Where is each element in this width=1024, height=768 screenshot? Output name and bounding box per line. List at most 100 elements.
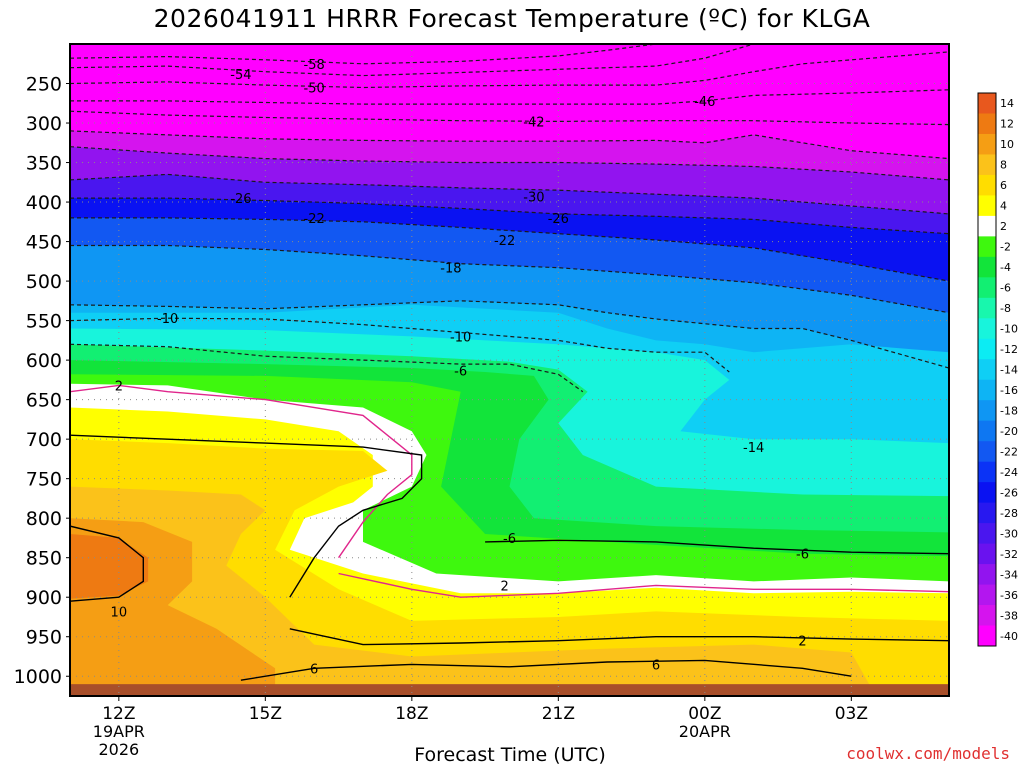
colorbar-swatch (978, 359, 996, 381)
colorbar-label: -26 (1000, 486, 1018, 499)
temperature-bands (70, 130, 949, 696)
isotherm-label: -42 (523, 115, 544, 130)
y-tick-label: 700 (26, 429, 62, 451)
isotherm-label: 6 (310, 662, 318, 677)
isotherm-label: -54 (230, 68, 251, 83)
isotherm-line (70, 44, 657, 65)
grid-lines (70, 44, 949, 696)
colorbar: 14 12 10 8 6 4 2 -2 -4 -6 -8 -10 -12 -14 -16 -18 -20 -22 -… (977, 92, 1018, 647)
colorbar-label: 10 (1000, 138, 1014, 151)
colorbar-swatch (978, 277, 996, 299)
isotherm-label: -22 (304, 212, 325, 227)
colorbar-label: -34 (1000, 568, 1018, 581)
y-tick-label: 850 (26, 548, 62, 570)
band-orange1 (70, 486, 876, 696)
colorbar-frame (977, 92, 997, 647)
colorbar-swatch (978, 584, 996, 606)
y-tick-label: 600 (26, 350, 62, 372)
isotherm-line (289, 628, 949, 646)
isotherm-line (70, 434, 423, 598)
colorbar-swatch (978, 482, 996, 504)
colorbar-swatch (978, 195, 996, 217)
isotherm-label: -10 (157, 312, 178, 327)
colorbar-swatch (978, 256, 996, 278)
plot-frame (69, 43, 950, 697)
isotherm-label: -26 (548, 212, 569, 227)
colorbar-label: 14 (1000, 97, 1014, 110)
y-tick-label: 450 (26, 232, 62, 254)
isotherm-label: -14 (743, 441, 764, 456)
isotherm-line (70, 317, 730, 373)
isotherm-label: 6 (652, 658, 660, 673)
colorbar-label: -2 (1000, 241, 1011, 254)
isotherm-label: -30 (523, 191, 544, 206)
colorbar-swatch (978, 564, 996, 586)
colorbar-swatch (978, 379, 996, 401)
colorbar-swatch (978, 338, 996, 360)
colorbar-swatch (978, 154, 996, 176)
y-tick-label: 750 (26, 469, 62, 491)
colorbar-swatch (978, 420, 996, 442)
y-tick-label: 800 (26, 508, 62, 530)
isotherm-lines (70, 44, 949, 681)
isotherm-label: -22 (494, 234, 515, 249)
colorbar-swatch (978, 297, 996, 319)
chart-title: 2026041911 HRRR Forecast Temperature (ºC… (153, 4, 871, 33)
colorbar-swatch (978, 236, 996, 258)
y-tick-label: 250 (26, 74, 62, 96)
y-tick-label: 500 (26, 271, 62, 293)
colorbar-swatch (978, 318, 996, 340)
colorbar-label: -22 (1000, 445, 1018, 458)
ground-layer (70, 684, 949, 696)
isotherm-line (70, 525, 144, 602)
isotherm-label: -26 (230, 192, 251, 207)
isotherm-line (485, 539, 949, 555)
isotherm-line (338, 572, 949, 598)
isotherm-label: -58 (304, 58, 325, 73)
x-tick-label: 21Z (542, 704, 575, 724)
colorbar-swatch (978, 625, 996, 647)
isotherm-labels: -58 -54 -50 -46 -42 -26 -30 -22 -26 -22 -18 -10 -10 -… (111, 58, 809, 678)
colorbar-label: -8 (1000, 302, 1011, 315)
x-tick-label: 03Z (835, 704, 868, 724)
colorbar-label: 12 (1000, 118, 1014, 131)
colorbar-label: 4 (1000, 200, 1007, 213)
isotherm-line (70, 51, 949, 89)
x-tick-sublabel: 19APR (93, 722, 145, 741)
colorbar-label: -20 (1000, 425, 1018, 438)
colorbar-label: -6 (1000, 282, 1011, 295)
colorbar-label: -12 (1000, 343, 1018, 356)
colorbar-label: -14 (1000, 364, 1018, 377)
colorbar-swatch (978, 502, 996, 524)
y-axis: 250 300 350 400 450 500 550 600 650 700 750 800 850 9… (14, 74, 70, 688)
isotherm-line (70, 44, 754, 77)
y-tick-label: 550 (26, 311, 62, 333)
colorbar-swatch (978, 441, 996, 463)
isotherm-line (70, 130, 949, 160)
x-tick-sublabel: 2026 (98, 740, 139, 759)
y-tick-label: 650 (26, 390, 62, 412)
isotherm-label: -6 (454, 364, 467, 379)
colorbar-swatch (978, 174, 996, 196)
isotherm-label: -46 (694, 95, 715, 110)
ground-strip (70, 684, 949, 696)
isotherm-label: -50 (304, 81, 325, 96)
colorbar-label: -32 (1000, 548, 1018, 561)
x-axis-title: Forecast Time (UTC) (414, 744, 606, 766)
colorbar-swatch (978, 113, 996, 135)
isotherm-line (70, 300, 949, 369)
colorbar-label: -28 (1000, 507, 1018, 520)
colorbar-swatch (978, 133, 996, 155)
isotherm-label: -18 (440, 262, 461, 277)
y-tick-label: 300 (26, 113, 62, 135)
colorbar-swatch (978, 605, 996, 627)
colorbar-swatch (978, 400, 996, 422)
colorbar-label: 6 (1000, 179, 1007, 192)
colorbar-swatch (978, 93, 996, 114)
colorbar-label: 8 (1000, 159, 1007, 172)
isotherm-label: -6 (503, 532, 516, 547)
x-tick-label: 12Z (102, 704, 135, 724)
y-tick-label: 400 (26, 192, 62, 214)
